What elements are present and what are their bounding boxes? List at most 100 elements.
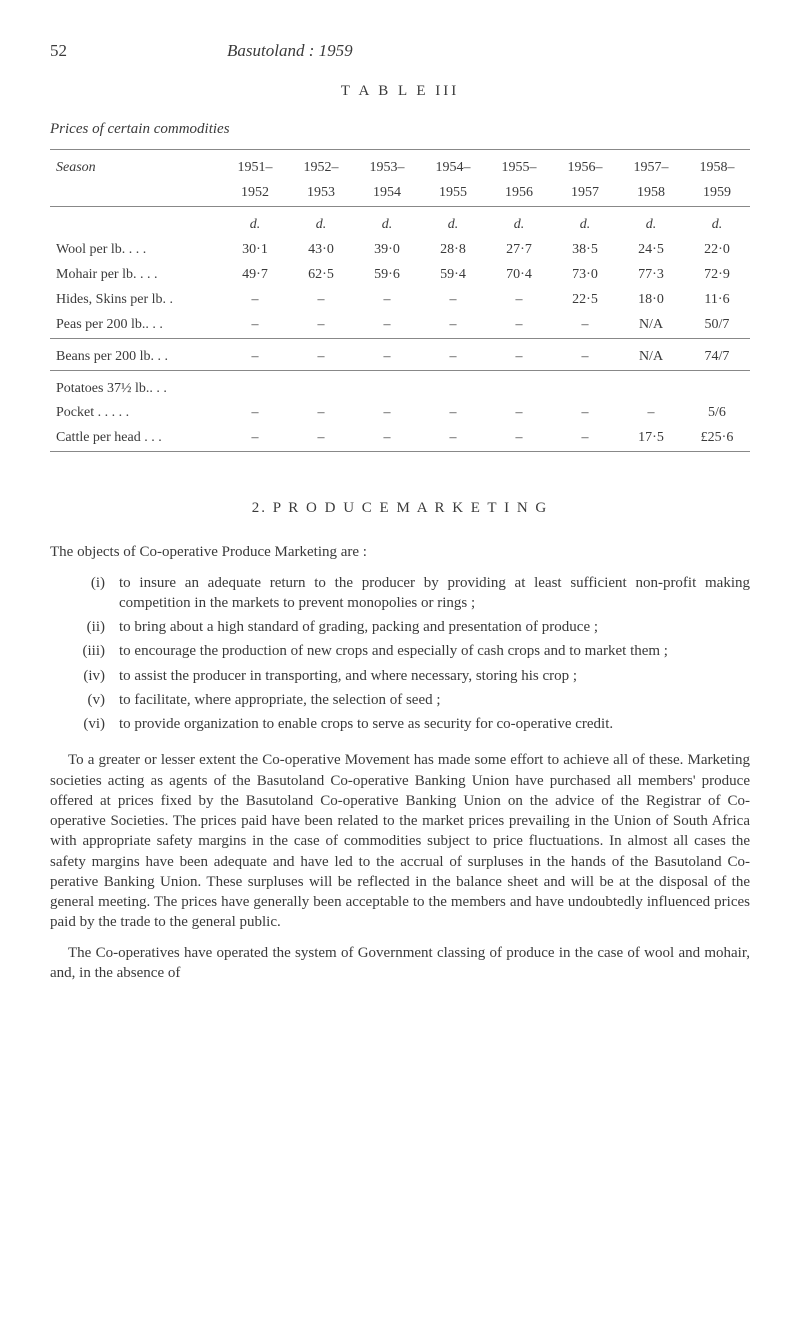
col-year-top: 1955– <box>486 156 552 181</box>
table-cell: 62·5 <box>288 263 354 288</box>
table-row-label: Pocket . . . . . <box>50 401 222 426</box>
paragraph-2: The Co-operatives have operated the syst… <box>50 943 750 984</box>
list-text: to encourage the production of new crops… <box>119 641 750 661</box>
col-year-bot: 1955 <box>420 181 486 206</box>
table-cell: 59·4 <box>420 263 486 288</box>
table-cell: 24·5 <box>618 238 684 263</box>
list-item: (ii)to bring about a high standard of gr… <box>50 617 750 637</box>
objects-list: (i)to insure an adequate return to the p… <box>50 573 750 735</box>
table-cell: – <box>420 313 486 338</box>
table-cell: 59·6 <box>354 263 420 288</box>
table-row-label: Potatoes 37½ lb.. . . <box>50 377 222 402</box>
table-cell: – <box>288 345 354 370</box>
table-cell: 49·7 <box>222 263 288 288</box>
table-cell: – <box>288 288 354 313</box>
table-cell: – <box>486 288 552 313</box>
list-text: to bring about a high standard of gradin… <box>119 617 750 637</box>
table-cell: – <box>618 401 684 426</box>
list-text: to facilitate, where appropriate, the se… <box>119 690 750 710</box>
col-year-bot: 1959 <box>684 181 750 206</box>
col-year-top: 1958– <box>684 156 750 181</box>
table-cell <box>552 377 618 402</box>
list-marker: (v) <box>50 690 119 710</box>
table-caption: Prices of certain commodities <box>50 119 750 139</box>
table-cell: £25·6 <box>684 426 750 451</box>
table-cell: 28·8 <box>420 238 486 263</box>
season-label: Season <box>50 156 222 181</box>
table-cell <box>288 377 354 402</box>
list-marker: (i) <box>50 573 119 614</box>
col-year-bot: 1956 <box>486 181 552 206</box>
table-cell: – <box>354 426 420 451</box>
table-row-label: Cattle per head . . . <box>50 426 222 451</box>
table-row-label: Beans per 200 lb. . . <box>50 345 222 370</box>
table-cell: – <box>288 313 354 338</box>
col-year-bot: 1953 <box>288 181 354 206</box>
unit-d: d. <box>288 213 354 238</box>
col-year-top: 1953– <box>354 156 420 181</box>
list-marker: (iv) <box>50 666 119 686</box>
table-cell <box>222 377 288 402</box>
table-cell: 17·5 <box>618 426 684 451</box>
list-item: (vi)to provide organization to enable cr… <box>50 714 750 734</box>
table-row-label: Hides, Skins per lb. . <box>50 288 222 313</box>
table-cell: 73·0 <box>552 263 618 288</box>
list-item: (v)to facilitate, where appropriate, the… <box>50 690 750 710</box>
table-cell: 11·6 <box>684 288 750 313</box>
list-marker: (ii) <box>50 617 119 637</box>
col-year-top: 1957– <box>618 156 684 181</box>
table-cell: – <box>288 401 354 426</box>
table-cell: – <box>552 345 618 370</box>
unit-d: d. <box>354 213 420 238</box>
table-cell: N/A <box>618 345 684 370</box>
table-cell: – <box>552 401 618 426</box>
table-cell <box>486 377 552 402</box>
table-cell: 72·9 <box>684 263 750 288</box>
list-marker: (iii) <box>50 641 119 661</box>
table-cell: – <box>222 426 288 451</box>
table-row-label: Wool per lb. . . . <box>50 238 222 263</box>
col-year-top: 1951– <box>222 156 288 181</box>
paragraph-1: To a greater or lesser extent the Co-ope… <box>50 750 750 932</box>
table-cell: – <box>420 288 486 313</box>
table-cell <box>684 377 750 402</box>
table-cell: 18·0 <box>618 288 684 313</box>
table-cell: – <box>420 426 486 451</box>
table-cell <box>354 377 420 402</box>
table-label: T A B L E III <box>50 81 750 101</box>
col-year-top: 1954– <box>420 156 486 181</box>
table-cell: – <box>486 313 552 338</box>
table-cell: – <box>222 401 288 426</box>
table-cell: – <box>552 313 618 338</box>
table-cell: – <box>288 426 354 451</box>
table-cell: – <box>420 401 486 426</box>
table-cell: 5/6 <box>684 401 750 426</box>
list-item: (iii)to encourage the production of new … <box>50 641 750 661</box>
intro-line: The objects of Co-operative Produce Mark… <box>50 542 750 562</box>
table-cell: 39·0 <box>354 238 420 263</box>
list-text: to assist the producer in transporting, … <box>119 666 750 686</box>
unit-d: d. <box>684 213 750 238</box>
unit-d: d. <box>552 213 618 238</box>
table-cell <box>618 377 684 402</box>
table-cell: – <box>552 426 618 451</box>
table-cell: – <box>486 401 552 426</box>
table-cell: 50/7 <box>684 313 750 338</box>
col-year-top: 1956– <box>552 156 618 181</box>
table-cell: N/A <box>618 313 684 338</box>
unit-d: d. <box>420 213 486 238</box>
table-cell: – <box>420 345 486 370</box>
unit-d: d. <box>486 213 552 238</box>
list-item: (i)to insure an adequate return to the p… <box>50 573 750 614</box>
table-cell: 74/7 <box>684 345 750 370</box>
table-cell: – <box>354 401 420 426</box>
table-cell: – <box>222 345 288 370</box>
col-year-bot: 1952 <box>222 181 288 206</box>
table-cell: – <box>222 313 288 338</box>
col-year-bot: 1958 <box>618 181 684 206</box>
col-year-bot: 1957 <box>552 181 618 206</box>
table-cell: 30·1 <box>222 238 288 263</box>
unit-d: d. <box>222 213 288 238</box>
table-cell: – <box>354 288 420 313</box>
section-heading: 2. P R O D U C E M A R K E T I N G <box>50 498 750 518</box>
